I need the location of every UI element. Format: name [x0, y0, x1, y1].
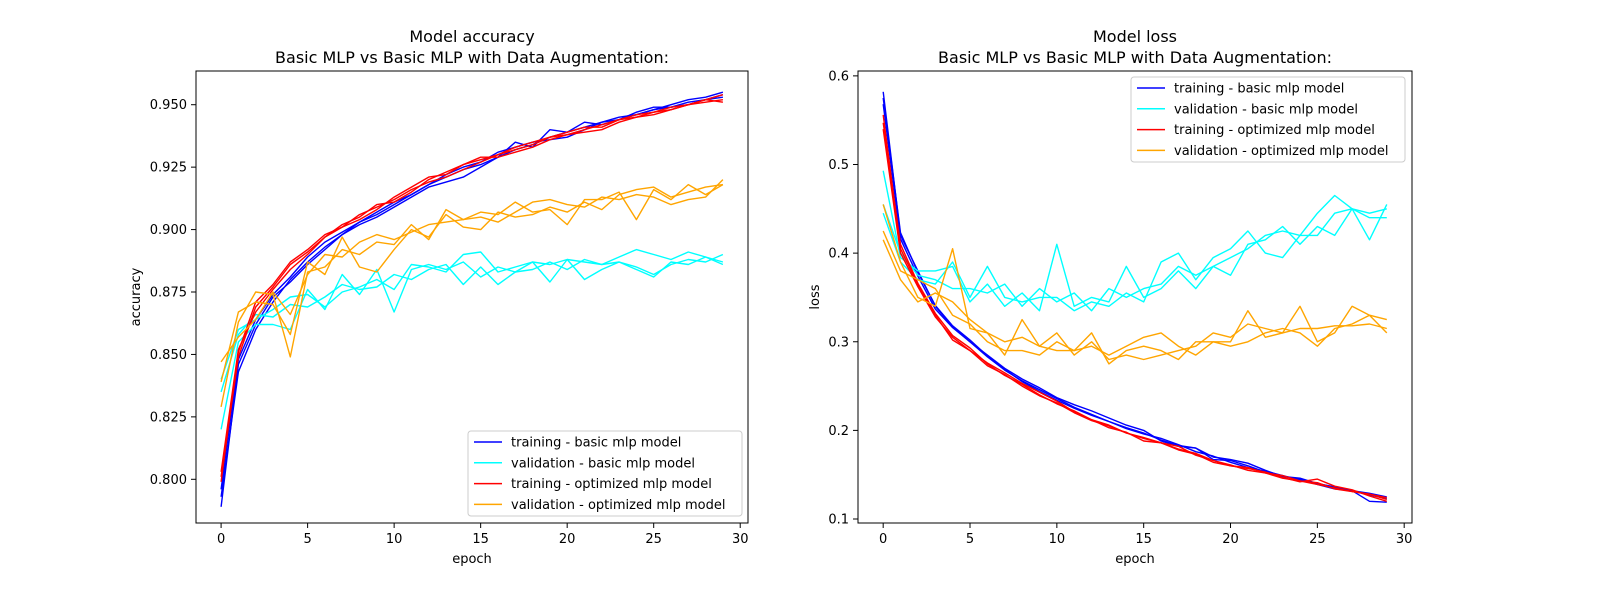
- accuracy-y-tick-label: 0.800: [150, 473, 187, 488]
- accuracy-x-tick-label: 30: [732, 532, 749, 547]
- accuracy-y-tick-label: 0.925: [150, 161, 187, 176]
- loss-x-tick-label: 5: [966, 532, 974, 547]
- accuracy-y-tick-label: 0.875: [150, 286, 187, 301]
- accuracy-series-line-5: [220, 248, 724, 380]
- loss-y-tick-label: 0.2: [828, 424, 849, 439]
- accuracy-chart: Model accuracy Basic MLP vs Basic MLP wi…: [129, 27, 749, 567]
- loss-series-line-4: [882, 204, 1387, 312]
- loss-series-lines: [882, 91, 1388, 503]
- loss-x-tick-label: 0: [879, 532, 887, 547]
- loss-x-axis-label: epoch: [1115, 552, 1155, 567]
- accuracy-series-line-4: [220, 253, 724, 393]
- loss-chart: Model loss Basic MLP vs Basic MLP with D…: [808, 27, 1413, 567]
- accuracy-chart-title: Model accuracy: [409, 27, 534, 46]
- loss-x-tick-label: 10: [1049, 532, 1066, 547]
- loss-x-tick-label: 15: [1135, 532, 1152, 547]
- loss-y-tick-label: 0.1: [828, 513, 849, 528]
- loss-legend-box: [1130, 76, 1406, 163]
- accuracy-y-axis: 0.800 0.825 0.850 0.875 0.900 0.925 0.950: [150, 98, 196, 488]
- accuracy-x-tick-label: 10: [386, 532, 403, 547]
- accuracy-legend-label: training - optimized mlp model: [511, 477, 712, 492]
- loss-y-axis: 0.1 0.2 0.3 0.4 0.5 0.6: [828, 69, 858, 528]
- loss-series-line-10: [882, 230, 1388, 356]
- loss-x-tick-label: 30: [1396, 532, 1413, 547]
- accuracy-x-tick-label: 15: [472, 532, 489, 547]
- accuracy-series-line-8: [220, 98, 724, 482]
- loss-y-tick-label: 0.6: [828, 69, 849, 84]
- loss-legend-label: validation - basic mlp model: [1174, 102, 1358, 117]
- loss-legend-label: training - optimized mlp model: [1174, 123, 1375, 138]
- loss-x-axis: 0 5 10 15 20 25 30: [879, 523, 1412, 547]
- loss-y-tick-label: 0.3: [828, 335, 849, 350]
- accuracy-series-line-7: [220, 99, 724, 472]
- loss-series-line-3: [882, 170, 1388, 312]
- loss-legend: training - basic mlp model validation - b…: [1130, 76, 1406, 163]
- loss-chart-title: Model loss: [1093, 27, 1177, 46]
- accuracy-legend-label: validation - basic mlp model: [511, 456, 695, 471]
- loss-y-axis-label: loss: [808, 284, 823, 309]
- accuracy-x-tick-label: 25: [645, 532, 662, 547]
- loss-plot-frame: [857, 70, 1413, 524]
- accuracy-legend-box: [467, 430, 743, 517]
- accuracy-series-line-1: [220, 94, 724, 497]
- accuracy-legend-label: training - basic mlp model: [511, 436, 681, 451]
- accuracy-series-line-11: [220, 179, 724, 363]
- loss-series-line-8: [882, 114, 1387, 499]
- loss-x-tick-label: 25: [1309, 532, 1326, 547]
- loss-series-line-9: [882, 204, 1387, 365]
- loss-x-tick-label: 20: [1222, 532, 1239, 547]
- accuracy-series-line-3: [220, 256, 724, 430]
- accuracy-plot-frame: [195, 70, 749, 524]
- accuracy-series-line-9: [220, 183, 724, 408]
- accuracy-y-tick-label: 0.825: [150, 410, 187, 425]
- accuracy-series-line-10: [220, 183, 724, 383]
- accuracy-y-tick-label: 0.900: [150, 223, 187, 238]
- accuracy-legend: training - basic mlp model validation - b…: [467, 430, 743, 517]
- accuracy-x-axis: 0 5 10 15 20 25 30: [217, 523, 749, 547]
- loss-legend-label: validation - optimized mlp model: [1174, 144, 1389, 159]
- accuracy-legend-label: validation - optimized mlp model: [511, 498, 726, 513]
- loss-y-tick-label: 0.4: [828, 247, 849, 262]
- accuracy-x-tick-label: 5: [303, 532, 311, 547]
- accuracy-x-axis-label: epoch: [452, 552, 492, 567]
- loss-series-line-1: [882, 104, 1387, 503]
- loss-y-tick-label: 0.5: [828, 158, 849, 173]
- loss-series-line-11: [882, 239, 1387, 361]
- accuracy-y-tick-label: 0.850: [150, 348, 187, 363]
- accuracy-chart-subtitle: Basic MLP vs Basic MLP with Data Augment…: [275, 48, 669, 67]
- accuracy-x-tick-label: 20: [559, 532, 576, 547]
- loss-chart-subtitle: Basic MLP vs Basic MLP with Data Augment…: [938, 48, 1332, 67]
- accuracy-y-axis-label: accuracy: [129, 267, 144, 326]
- loss-series-line-5: [882, 194, 1387, 312]
- loss-legend-label: training - basic mlp model: [1174, 82, 1344, 97]
- accuracy-y-tick-label: 0.950: [150, 98, 187, 113]
- accuracy-series-lines: [220, 91, 724, 507]
- accuracy-x-tick-label: 0: [217, 532, 225, 547]
